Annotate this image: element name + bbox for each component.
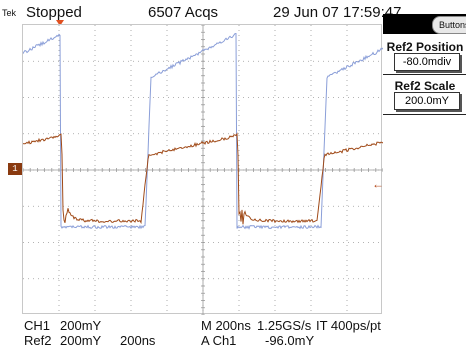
ch1-label: CH1 — [24, 318, 50, 333]
ref2-label: Ref2 — [24, 333, 51, 348]
ref2-position-title[interactable]: Ref2 Position — [386, 40, 464, 54]
ref2-scale-value[interactable]: 200.0mY — [394, 92, 460, 110]
ref2-scale-readout: 200mY — [60, 333, 101, 348]
trigger-source-readout: A Ch1 — [201, 333, 236, 348]
menu-divider — [383, 74, 466, 75]
graticule — [23, 25, 383, 315]
trigger-level-readout: -96.0mY — [265, 333, 314, 348]
waveform-display[interactable] — [22, 24, 382, 314]
menu-divider — [383, 114, 466, 115]
timebase-readout: M 200ns — [201, 318, 251, 333]
grid-lines — [23, 25, 383, 315]
ref2-position-value[interactable]: -80.0mdiv — [394, 53, 460, 71]
ref2-ground-marker[interactable]: 1 — [8, 163, 22, 175]
ch1-scale-readout: 200mY — [60, 318, 101, 333]
buttons-button[interactable]: Buttons — [432, 16, 466, 34]
ref2-scale-title[interactable]: Ref2 Scale — [386, 79, 464, 93]
interpolation-readout: IT 400ps/pt — [316, 318, 381, 333]
ref2-time-readout: 200ns — [120, 333, 155, 348]
acquisition-count: 6507 Acqs — [148, 4, 218, 21]
sample-rate-readout: 1.25GS/s — [257, 318, 311, 333]
brand-label: Tek — [2, 8, 16, 18]
acquisition-status: Stopped — [26, 4, 82, 21]
